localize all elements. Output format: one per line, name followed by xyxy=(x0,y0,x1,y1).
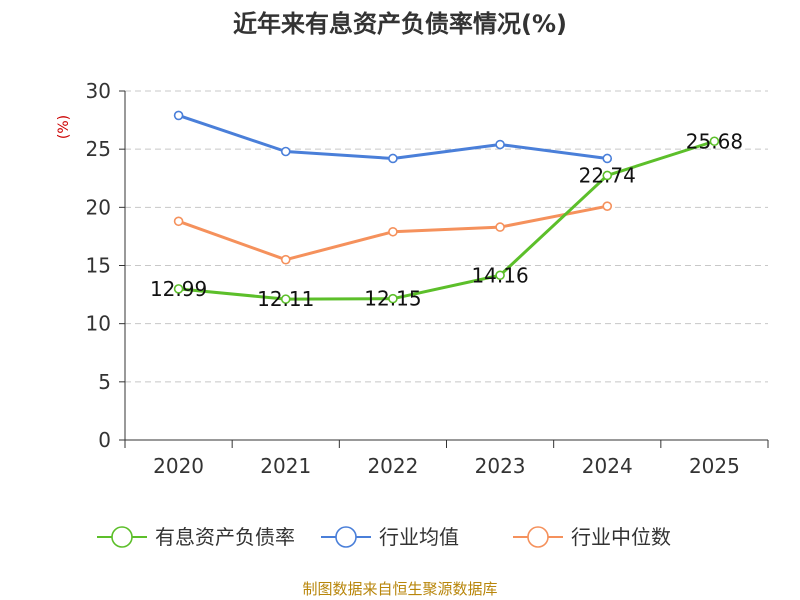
data-label-2024: 22.74 xyxy=(579,163,636,187)
data-labels: 12.99 12.11 12.15 14.16 22.74 25.68 xyxy=(150,129,743,311)
y-axis-label: (%) xyxy=(56,115,72,139)
x-tick-label-2022: 2022 xyxy=(367,454,418,478)
legend-label-0: 有息资产负债率 xyxy=(155,525,295,549)
series-1-point-2024 xyxy=(602,153,613,164)
source-note: 制图数据来自恒生聚源数据库 xyxy=(302,580,497,598)
y-tick-label-1: 5 xyxy=(98,370,111,394)
y-tick-label-0: 0 xyxy=(98,428,111,452)
legend-marker-2 xyxy=(527,526,549,548)
data-label-2023: 14.16 xyxy=(471,263,528,287)
legend-label-2: 行业中位数 xyxy=(571,525,671,549)
x-tick-label-2025: 2025 xyxy=(689,454,740,478)
series-2-point-2024 xyxy=(602,201,613,211)
series-0-point-2024 xyxy=(602,170,613,181)
series-2-point-2022 xyxy=(388,226,398,237)
x-tick-label-2024: 2024 xyxy=(582,454,633,478)
y-tick-label-6: 30 xyxy=(86,79,111,103)
series-0-point-2022 xyxy=(388,293,398,304)
series-line-0 xyxy=(178,139,715,301)
series-line-1 xyxy=(178,114,608,160)
data-label-2021: 12.11 xyxy=(257,287,314,311)
series-group xyxy=(173,110,720,304)
chart-title: 近年来有息资产负债率情况(%) xyxy=(233,10,567,38)
data-label-2022: 12.15 xyxy=(364,287,421,311)
series-1-point-2022 xyxy=(388,153,398,164)
legend-marker-1 xyxy=(335,526,357,548)
series-1-point-2023 xyxy=(495,139,505,150)
series-0-point-2023 xyxy=(495,270,505,281)
y-tick-label-5: 25 xyxy=(86,137,111,161)
series-0-point-2021 xyxy=(280,294,291,304)
y-tick-label-2: 10 xyxy=(86,312,111,336)
legend-label-1: 行业均值 xyxy=(379,525,459,549)
legend: 有息资产负债率 行业均值 行业中位数 xyxy=(97,525,671,549)
data-label-2020: 12.99 xyxy=(150,277,207,301)
series-2-point-2021 xyxy=(280,254,291,265)
x-tick-label-2020: 2020 xyxy=(153,454,204,478)
series-1-point-2020 xyxy=(173,110,184,121)
series-2-point-2020 xyxy=(173,216,184,227)
legend-marker-0 xyxy=(111,526,133,548)
y-tick-label-3: 15 xyxy=(86,254,111,278)
x-tick-label-2021: 2021 xyxy=(260,454,311,478)
y-tick-label-4: 20 xyxy=(86,195,111,219)
series-1-point-2021 xyxy=(280,146,291,157)
data-label-2025: 25.68 xyxy=(686,129,743,153)
x-tick-label-2023: 2023 xyxy=(475,454,526,478)
series-0-point-2020 xyxy=(173,284,184,294)
series-0-point-2025 xyxy=(709,136,720,147)
series-2-point-2023 xyxy=(495,222,505,232)
grid-lines xyxy=(125,90,768,383)
